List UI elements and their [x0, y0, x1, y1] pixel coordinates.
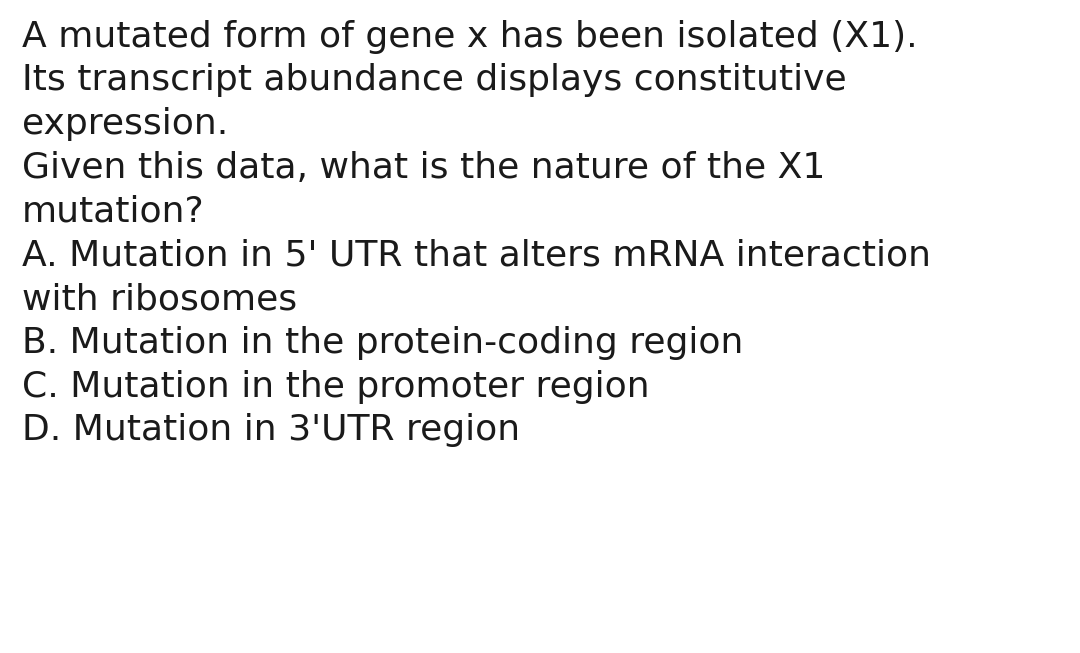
Text: A. Mutation in 5' UTR that alters mRNA interaction: A. Mutation in 5' UTR that alters mRNA i…: [22, 238, 931, 272]
Text: mutation?: mutation?: [22, 195, 204, 229]
Text: expression.: expression.: [22, 107, 228, 141]
Text: D. Mutation in 3'UTR region: D. Mutation in 3'UTR region: [22, 413, 519, 447]
Text: A mutated form of gene x has been isolated (X1).: A mutated form of gene x has been isolat…: [22, 20, 917, 54]
Text: Its transcript abundance displays constitutive: Its transcript abundance displays consti…: [22, 63, 847, 97]
Text: B. Mutation in the protein-coding region: B. Mutation in the protein-coding region: [22, 326, 743, 360]
Text: Given this data, what is the nature of the X1: Given this data, what is the nature of t…: [22, 151, 825, 185]
Text: C. Mutation in the promoter region: C. Mutation in the promoter region: [22, 370, 649, 404]
Text: with ribosomes: with ribosomes: [22, 282, 297, 316]
